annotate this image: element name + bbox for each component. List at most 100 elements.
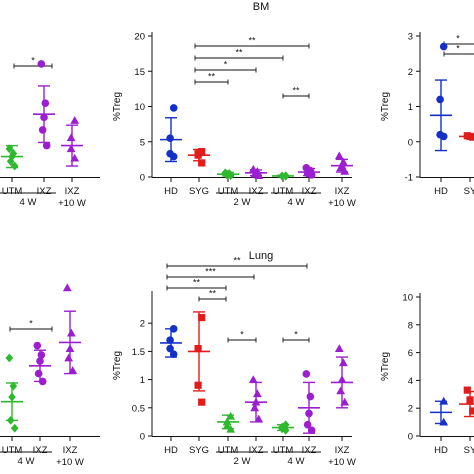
data-point — [5, 144, 14, 154]
data-point — [250, 403, 260, 412]
data-point — [302, 370, 311, 378]
data-point — [64, 353, 74, 362]
x-tick-label: IXZ — [65, 186, 80, 197]
data-point — [37, 351, 46, 359]
y-axis-label: %Treg — [112, 351, 123, 380]
data-point — [169, 325, 178, 333]
data-point — [166, 336, 174, 344]
x-tick-label: +10 W — [328, 198, 356, 209]
significance-label: * — [456, 34, 460, 44]
panel-3: -1 0 1 2 3 %Treg HD SY ** — [380, 32, 474, 197]
group-label: 4 W — [288, 456, 305, 467]
series-3 — [61, 116, 83, 167]
y-tick-label: 3 — [408, 32, 413, 43]
x-tick-label: IXZ — [249, 186, 264, 197]
series-7 — [331, 344, 353, 409]
x-tick-label: +10 W — [58, 198, 86, 209]
data-point — [5, 353, 14, 363]
data-point — [38, 126, 47, 134]
x-tick-label: SYG — [189, 445, 209, 456]
data-point — [66, 133, 76, 142]
data-point — [10, 423, 19, 433]
data-point — [278, 171, 286, 181]
data-point — [166, 149, 174, 158]
data-point — [9, 149, 18, 158]
data-point — [222, 421, 232, 430]
significance-label: * — [29, 319, 33, 329]
x-tick-label: HD — [434, 445, 448, 456]
significance-label: * — [240, 330, 244, 340]
series-2 — [33, 60, 55, 150]
x-tick-label: UTM — [218, 186, 239, 197]
y-tick-label: 2 — [140, 319, 145, 330]
series-4 — [245, 375, 267, 423]
panel-6: 0 2 4 6 8 10 %Treg HD SY — [380, 293, 474, 456]
series-5 — [272, 171, 294, 181]
series-7 — [331, 151, 353, 175]
data-point — [62, 283, 72, 292]
series-5 — [272, 420, 294, 435]
data-point — [34, 369, 43, 378]
data-point — [66, 144, 76, 153]
data-point — [248, 375, 258, 383]
data-point — [37, 60, 46, 68]
data-point — [33, 341, 42, 350]
data-point — [194, 381, 202, 389]
x-tick-label: IXZ — [33, 445, 48, 456]
data-point — [281, 420, 290, 430]
series-4 — [245, 164, 267, 179]
series-3 — [217, 168, 239, 180]
data-point — [222, 417, 232, 426]
group-label: 2 W — [234, 197, 251, 208]
significance-label: * — [224, 60, 228, 70]
data-point — [166, 134, 174, 143]
significance-label: ** — [193, 278, 201, 288]
x-tick-label: UTM — [2, 186, 23, 197]
x-tick-label: IXZ — [302, 445, 317, 456]
data-point — [303, 420, 312, 429]
chart-title: BM — [253, 1, 270, 13]
data-point — [6, 156, 15, 166]
data-point — [42, 141, 51, 150]
series-1 — [1, 144, 23, 171]
data-point — [340, 397, 350, 406]
series-1 — [430, 396, 452, 426]
data-point — [36, 357, 44, 365]
y-tick-label: 1 — [140, 375, 145, 386]
data-point — [248, 164, 258, 173]
x-tick-label: SY — [464, 445, 474, 456]
significance-label: ** — [292, 86, 300, 96]
x-tick-label: SY — [464, 186, 474, 197]
data-point — [198, 159, 206, 167]
significance-label: ** — [248, 36, 256, 46]
data-point — [6, 416, 15, 425]
data-point — [466, 396, 474, 404]
data-point — [70, 153, 80, 162]
series-2 — [459, 386, 474, 418]
x-tick-label: UTM — [2, 445, 23, 456]
significance-label: * — [294, 330, 298, 340]
series-3 — [217, 411, 239, 433]
data-point — [436, 95, 444, 104]
data-point — [198, 398, 206, 406]
significance-label: ** — [233, 256, 241, 266]
data-point — [439, 42, 448, 51]
y-tick-label: 4 — [408, 376, 413, 387]
data-point — [281, 171, 290, 180]
significance-label: ** — [209, 289, 217, 299]
significance-label: * — [456, 44, 460, 54]
series-6 — [298, 164, 320, 179]
y-tick-label: 6 — [408, 348, 413, 359]
data-point — [469, 407, 474, 415]
x-tick-label: UTM — [218, 445, 239, 456]
x-tick-label: UTM — [273, 186, 294, 197]
y-tick-label: -1 — [405, 173, 413, 184]
data-point — [252, 389, 262, 398]
y-tick-label: 2 — [408, 67, 413, 78]
y-tick-label: 1 — [408, 102, 413, 113]
y-tick-label: 0 — [140, 173, 145, 184]
significance-label: ** — [208, 72, 216, 82]
data-point — [9, 381, 18, 391]
data-point — [338, 157, 348, 166]
significance-label: ** — [235, 48, 243, 58]
